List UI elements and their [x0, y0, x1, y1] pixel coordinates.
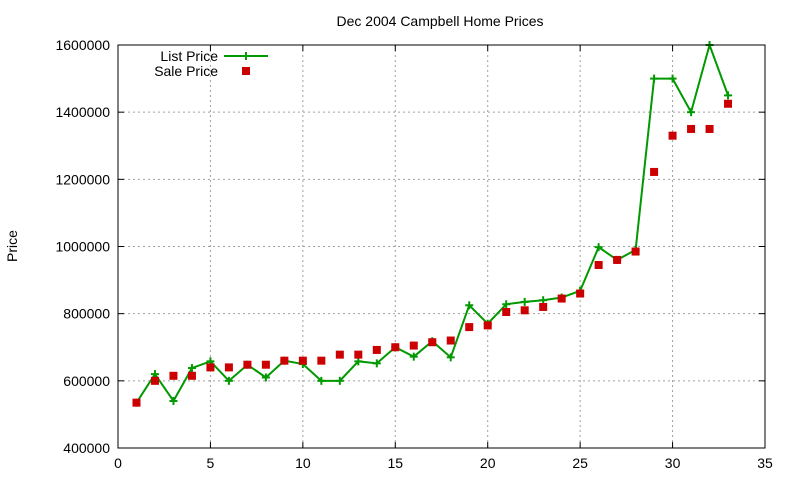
list-price-point [150, 370, 159, 379]
sale-price-point [594, 260, 603, 269]
sale-price-point [243, 360, 252, 369]
list-price-point [224, 376, 233, 385]
grid [118, 45, 765, 448]
sale-price-point [631, 247, 640, 256]
legend-label-list-price: List Price [160, 48, 218, 64]
y-tick-label: 1200000 [55, 171, 110, 187]
legend: List Price Sale Price [154, 48, 268, 79]
sale-price-point [668, 131, 677, 140]
sale-price-point [613, 255, 622, 264]
sale-price-point [483, 321, 492, 330]
legend-square-sale-price [242, 67, 250, 75]
y-axis-label: Price [4, 230, 20, 262]
plot-frame [117, 44, 766, 449]
plot-area [132, 41, 733, 407]
sale-price-point [206, 363, 215, 372]
list-price-point [520, 297, 529, 306]
list-price-point [354, 357, 363, 366]
list-price-point [317, 376, 326, 385]
sale-price-point [576, 289, 585, 298]
sale-price-point [409, 341, 418, 350]
sale-price-point [428, 338, 437, 347]
list-price-point [539, 296, 548, 305]
y-tick-label: 800000 [63, 306, 110, 322]
sale-price-point [372, 345, 381, 354]
sale-price-point [687, 124, 696, 133]
sale-price-point [150, 376, 159, 385]
list-price-point [169, 396, 178, 405]
sale-price-point [465, 323, 474, 332]
y-tick-label: 1400000 [55, 104, 110, 120]
sale-price-point [520, 306, 529, 315]
list-price-point [724, 91, 733, 100]
sale-price-point [391, 343, 400, 352]
list-price-point [687, 108, 696, 117]
axis-ticks: 0 5 10 15 20 25 30 35 400000 600000 800000 1000000 1… [55, 37, 773, 471]
sale-price-point [169, 371, 178, 380]
legend-swatches [224, 52, 268, 75]
sale-price-point [557, 294, 566, 303]
list-price-point [650, 74, 659, 83]
list-price-point [502, 300, 511, 309]
x-tick-label: 15 [387, 455, 403, 471]
y-tick-label: 1000000 [55, 239, 110, 255]
list-price-point [187, 364, 196, 373]
sale-price-point [650, 167, 659, 176]
y-tick-label: 1600000 [55, 37, 110, 53]
sale-price-point [298, 356, 307, 365]
sale-price-point [724, 99, 733, 108]
sale-price-point [705, 124, 714, 133]
sale-price-point [446, 336, 455, 345]
x-tick-label: 0 [114, 455, 122, 471]
chart-title: Dec 2004 Campbell Home Prices [337, 13, 544, 29]
y-tick-label: 400000 [63, 440, 110, 456]
list-price-point [261, 373, 270, 382]
x-tick-label: 25 [572, 455, 588, 471]
list-price-point [594, 243, 603, 252]
x-tick-label: 35 [757, 455, 773, 471]
sale-price-point [280, 356, 289, 365]
x-tick-label: 5 [207, 455, 215, 471]
x-tick-label: 30 [665, 455, 681, 471]
legend-label-sale-price: Sale Price [154, 63, 218, 79]
list-price-point [446, 353, 455, 362]
list-price-point [335, 376, 344, 385]
sale-price-point [502, 307, 511, 316]
sale-price-point [132, 398, 141, 407]
sale-price-point [335, 350, 344, 359]
sale-price-point [539, 302, 548, 311]
y-tick-label: 600000 [63, 373, 110, 389]
sale-price-point [354, 350, 363, 359]
sale-price-point [317, 356, 326, 365]
list-price-point [465, 301, 474, 310]
sale-price-point [261, 360, 270, 369]
series-line-list-price [135, 41, 729, 404]
sale-price-point [187, 371, 196, 380]
list-price-point [409, 352, 418, 361]
list-price-point [668, 74, 677, 83]
sale-price-point [224, 363, 233, 372]
x-tick-label: 10 [295, 455, 311, 471]
x-tick-label: 20 [480, 455, 496, 471]
list-price-point [372, 359, 381, 368]
